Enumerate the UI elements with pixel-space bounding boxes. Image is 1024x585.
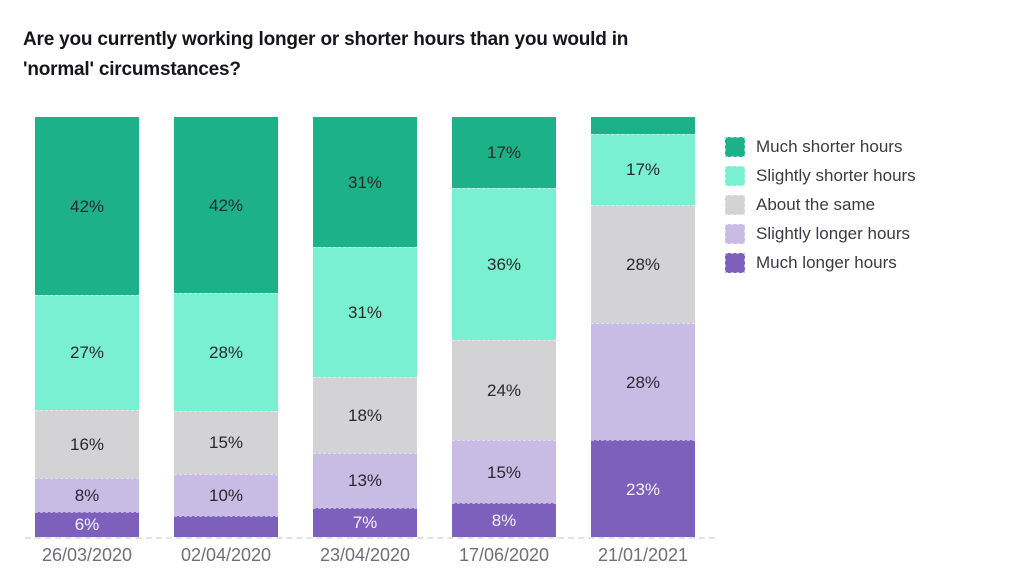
segment-value-label: 36% — [486, 254, 522, 274]
segment-value-label: 17% — [486, 143, 522, 163]
bar-segment[interactable]: 31% — [313, 117, 417, 248]
segment-value-label: 17% — [625, 160, 661, 180]
legend-swatch — [725, 195, 745, 215]
bar-segment[interactable]: 15% — [174, 410, 278, 474]
segment-value-label: 42% — [208, 195, 244, 215]
legend-item-label: Slightly shorter hours — [756, 166, 916, 185]
segment-value-label: 28% — [625, 372, 661, 392]
x-axis-label: 17/06/2020 — [458, 545, 550, 565]
bar-column: 42% 27% 16% 8% 6% — [35, 117, 139, 537]
x-axis-line — [25, 537, 715, 539]
bar-segment[interactable] — [174, 515, 278, 537]
chart-title: Are you currently working longer or shor… — [23, 29, 629, 80]
segment-value-label: 28% — [625, 254, 661, 274]
x-axis-label: 23/04/2020 — [319, 545, 411, 565]
segment-value-label: 16% — [69, 434, 105, 454]
bar-segment[interactable]: 28% — [174, 293, 278, 411]
segment-value-label: 15% — [486, 462, 522, 482]
bar-segment[interactable]: 28% — [591, 322, 695, 441]
bar-column: 17% 28% 28% 23% — [591, 117, 695, 537]
bar-segment[interactable]: 8% — [35, 477, 139, 512]
bar-segment[interactable]: 24% — [452, 339, 556, 441]
segment-value-label: 31% — [347, 303, 383, 323]
bar-segment[interactable]: 18% — [313, 377, 417, 453]
legend-item-label: Slightly longer hours — [756, 224, 911, 243]
bar-segment[interactable]: 23% — [591, 440, 695, 537]
legend-swatch — [725, 253, 745, 273]
legend-swatch — [725, 137, 745, 157]
bar-segment[interactable]: 42% — [174, 117, 278, 294]
legend-swatch — [725, 224, 745, 244]
segment-value-label: 31% — [347, 172, 383, 192]
legend-swatch — [725, 166, 745, 186]
segment-value-label: 6% — [74, 515, 100, 535]
x-axis-label: 26/03/2020 — [41, 545, 133, 565]
legend-item[interactable]: Slightly longer hours — [725, 224, 916, 244]
legend: Much shorter hours Slightly shorter hours… — [725, 137, 916, 282]
legend-item[interactable]: Slightly shorter hours — [725, 166, 916, 186]
bar-segment[interactable]: 7% — [313, 507, 417, 537]
legend-item-label: Much longer hours — [756, 253, 897, 272]
bar-column: 42% 28% 15% 10% — [174, 117, 278, 537]
bar-segment[interactable]: 28% — [591, 205, 695, 323]
segment-value-label: 15% — [208, 433, 244, 453]
bar-segment[interactable]: 36% — [452, 188, 556, 340]
segment-value-label: 24% — [486, 380, 522, 400]
bar-segment[interactable]: 8% — [452, 503, 556, 537]
bar-segment[interactable]: 16% — [35, 409, 139, 478]
bar-segment[interactable]: 42% — [35, 117, 139, 296]
segment-value-label: 23% — [625, 479, 661, 499]
bar-segment[interactable]: 15% — [452, 440, 556, 504]
bar-segment[interactable]: 27% — [35, 295, 139, 410]
segment-value-label: 8% — [74, 485, 100, 505]
legend-item-label: Much shorter hours — [756, 137, 903, 156]
chart: 42% 27% 16% 8% 6% 26/03/2020 42% 28% 15% 10% 02/04… — [35, 117, 695, 565]
bar-segment[interactable]: 6% — [35, 511, 139, 537]
segment-value-label: 28% — [208, 343, 244, 363]
bar-segment[interactable]: 31% — [313, 247, 417, 378]
x-axis-label: 21/01/2021 — [597, 545, 689, 565]
segment-value-label: 7% — [352, 513, 378, 533]
segment-value-label: 18% — [347, 406, 383, 426]
bar-column: 17% 36% 24% 15% 8% — [452, 117, 556, 537]
bar-segment[interactable]: 17% — [452, 117, 556, 189]
legend-item-label: About the same — [756, 195, 876, 214]
bar-segment[interactable]: 10% — [174, 473, 278, 516]
x-axis-label: 02/04/2020 — [180, 545, 272, 565]
segment-value-label: 13% — [347, 471, 383, 491]
legend-item[interactable]: Much longer hours — [725, 253, 916, 273]
bar-segment[interactable] — [591, 117, 695, 134]
segment-value-label: 8% — [491, 511, 517, 531]
segment-value-label: 27% — [69, 343, 105, 363]
legend-item[interactable]: Much shorter hours — [725, 137, 916, 157]
bar-segment[interactable]: 17% — [591, 133, 695, 206]
bar-segment[interactable]: 13% — [313, 452, 417, 508]
bar-column: 31% 31% 18% 13% 7% — [313, 117, 417, 537]
legend-item[interactable]: About the same — [725, 195, 916, 215]
segment-value-label: 42% — [69, 196, 105, 216]
segment-value-label: 10% — [208, 485, 244, 505]
